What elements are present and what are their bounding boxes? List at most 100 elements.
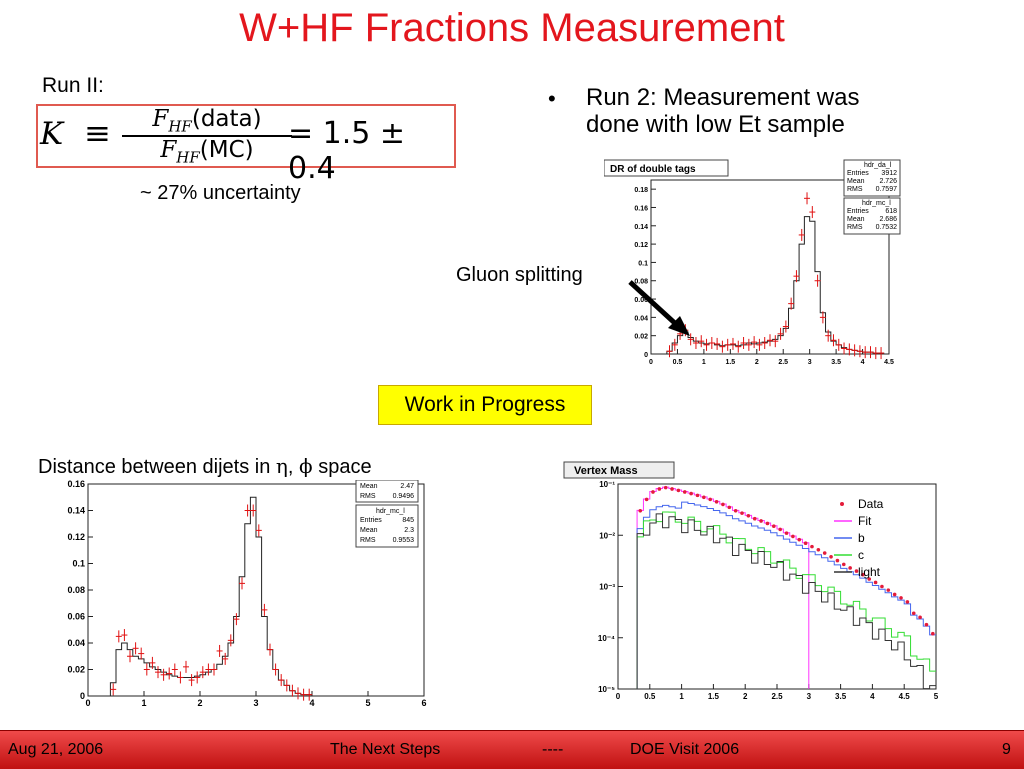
svg-text:0.7532: 0.7532: [876, 224, 898, 231]
x-tick-label: 3.5: [835, 692, 847, 701]
plot-background: [562, 458, 946, 708]
data-point: [740, 511, 744, 515]
data-point: [746, 513, 751, 518]
data-point: [759, 519, 763, 523]
x-tick-label: 1.5: [725, 359, 735, 366]
data-point: [671, 338, 678, 351]
plot-title: Vertex Mass: [574, 465, 638, 477]
legend-marker: [840, 502, 844, 506]
svg-text:Entries: Entries: [847, 170, 869, 177]
data-point: [703, 338, 710, 351]
stats-box-mc: hdr_mc_l Entries 618 Mean 2.686 RMS 0.75…: [843, 197, 901, 235]
data-point: [872, 347, 879, 360]
x-tick-label: 0.5: [673, 359, 683, 366]
x-tick-label: 2: [197, 698, 202, 708]
plot-title: DR of double tags: [610, 164, 696, 175]
data-point: [816, 548, 821, 552]
data-point: [121, 629, 128, 642]
svg-text:2.47: 2.47: [400, 483, 414, 490]
data-point: [880, 584, 884, 589]
svg-text:Mean: Mean: [847, 178, 865, 185]
data-point: [278, 674, 285, 687]
data-point: [867, 346, 874, 359]
data-point: [756, 338, 763, 351]
y-tick-label: 10⁻²: [599, 531, 615, 540]
x-tick-label: 2.5: [778, 359, 788, 366]
data-point: [666, 345, 673, 358]
data-point: [822, 551, 827, 555]
data-point: [233, 613, 240, 626]
data-point: [825, 329, 832, 342]
data-point: [848, 566, 852, 570]
data-point: [862, 346, 869, 359]
plot-axes: 0 0.5 1 1.5 2 2.5 3 3.5 4 4.5 5 10⁻⁵ 10⁻⁴ 10⁻³ 10⁻² 10⁻…: [598, 480, 939, 701]
y-tick-label: 0.12: [634, 242, 648, 249]
data-point: [809, 206, 816, 219]
formula-box: [36, 104, 456, 168]
data-point: [745, 338, 752, 351]
gluon-splitting-label: Gluon splitting: [456, 264, 583, 286]
plot-title-box: [563, 461, 675, 479]
data-point: [829, 554, 833, 559]
footer-event: DOE Visit 2006: [630, 741, 740, 758]
svg-text:0.9553: 0.9553: [393, 537, 415, 544]
svg-text:RMS: RMS: [847, 224, 863, 231]
data-point: [867, 577, 872, 581]
legend-label: c: [858, 548, 864, 562]
footer-page-number: 9: [1002, 741, 1011, 758]
mc-histogram: [666, 216, 885, 354]
data-point: [289, 684, 296, 697]
data-point: [127, 650, 133, 663]
svg-text:RMS: RMS: [360, 493, 376, 500]
data-point: [778, 527, 782, 532]
data-point: [733, 508, 738, 513]
x-tick-label: 2: [755, 359, 759, 366]
data-point: [803, 541, 808, 545]
svg-text:hdr_da_l: hdr_da_l: [864, 162, 892, 169]
formula-denominator: FHF(MC): [160, 137, 254, 167]
y-tick-label: 0.06: [67, 612, 85, 622]
x-tick-label: 4: [309, 698, 314, 708]
data-point: [255, 524, 262, 537]
data-point: [727, 505, 732, 510]
data-point: [856, 345, 863, 358]
x-tick-label: 5: [365, 698, 370, 708]
x-tick-label: 4: [861, 359, 865, 366]
x-tick-label: 4.5: [899, 692, 911, 701]
data-point: [810, 544, 814, 549]
y-tick-label: 0.1: [638, 260, 648, 267]
data-point: [772, 335, 779, 348]
data-point: [782, 320, 789, 333]
svg-text:618: 618: [885, 208, 897, 215]
stats-box-data: hdr_da_l Entries 3912 Mean 2.726 RMS 0.7…: [843, 159, 901, 197]
data-point: [765, 521, 770, 526]
y-tick-label: 10⁻¹: [599, 480, 615, 489]
svg-text:RMS: RMS: [847, 186, 863, 193]
gluon-arrow: [628, 280, 690, 336]
x-tick-label: 4.5: [884, 359, 894, 366]
data-point: [177, 671, 184, 684]
x-tick-label: 1.5: [708, 692, 720, 701]
y-tick-label: 0.14: [67, 506, 85, 516]
data-point: [194, 671, 201, 684]
bullet-line-2: done with low Et sample: [586, 111, 845, 138]
data-point: [714, 499, 719, 504]
legend-label: b: [858, 531, 865, 545]
vertex-mass-plot: Vertex Mass 0 0.5 1 1.5 2 2.5 3 3.5 4 4.5 5 10⁻⁵ 10⁻…: [562, 458, 946, 708]
data-point: [724, 338, 731, 351]
data-point: [250, 504, 257, 517]
mc-step-line: [666, 216, 885, 354]
data-point: [751, 336, 758, 349]
data-points: [110, 504, 313, 701]
data-point: [761, 337, 768, 350]
svg-text:2.726: 2.726: [879, 178, 897, 185]
data-point: [689, 491, 693, 496]
data-point: [851, 344, 858, 357]
y-tick-label: 0.14: [634, 224, 648, 231]
data-point: [160, 668, 167, 681]
data-points: [666, 192, 885, 360]
data-point: [708, 337, 715, 350]
data-point: [918, 615, 922, 620]
data-point: [132, 642, 139, 655]
x-tick-label: 3: [807, 692, 812, 701]
